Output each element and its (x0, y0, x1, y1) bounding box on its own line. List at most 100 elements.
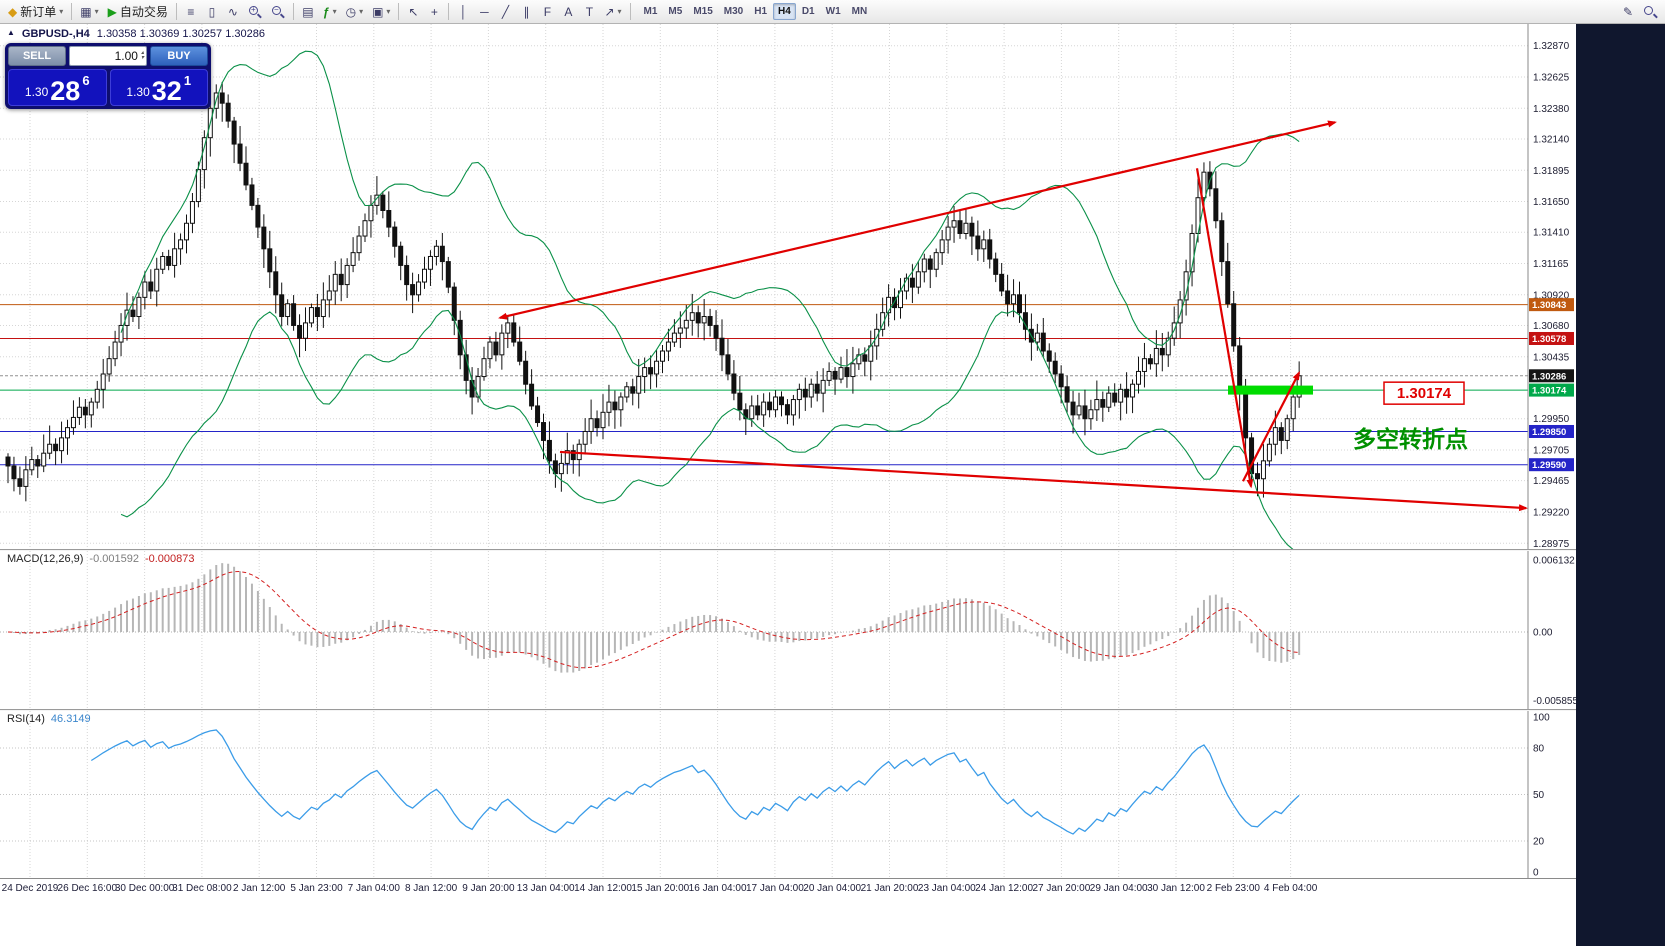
new-order-icon: ◆ (8, 4, 18, 19)
vertical-line-button[interactable]: │ (453, 2, 473, 22)
pane-divider[interactable] (0, 549, 1576, 551)
line-chart-icon: ∿ (227, 4, 238, 19)
time-label: 23 Jan 04:00 (917, 883, 976, 894)
timeframe-button-d1[interactable]: D1 (797, 3, 820, 20)
buy-button[interactable]: BUY (150, 46, 208, 66)
macd-histogram (12, 563, 1301, 673)
svg-text:1.30843: 1.30843 (1532, 300, 1566, 311)
volume-spinner[interactable]: ▴ ▾ (140, 50, 144, 61)
rsi-pane[interactable]: 100 80 50 20 0 RSI(14) 46.3149 (0, 711, 1576, 878)
arrows-tool-button[interactable]: ↗ ▾ (600, 2, 625, 22)
bar-chart-icon: ≡ (187, 4, 195, 19)
auto-trading-button[interactable]: ▶ 自动交易 (104, 2, 172, 22)
price-tag: 1.29590 (1529, 458, 1574, 472)
label-tool-button[interactable]: T (579, 2, 599, 22)
chevron-down-icon: ▾ (359, 7, 364, 16)
price-callout-label[interactable]: 1.30174 (1383, 381, 1465, 405)
line-chart-button[interactable]: ∿ (223, 2, 243, 22)
trend-arrows[interactable] (498, 120, 1528, 512)
chart-window: 1.30174 多空转折点 1.32870 1.32625 1.32380 1.32140… (0, 24, 1576, 946)
zoom-out-button[interactable]: − (267, 2, 289, 22)
svg-text:-0.005855: -0.005855 (1533, 696, 1576, 707)
timeframe-button-m1[interactable]: M1 (639, 3, 663, 20)
new-order-button[interactable]: ◆ 新订单 ▾ (4, 2, 67, 22)
price-tag: 1.30286 (1529, 369, 1574, 383)
rsi-axis[interactable]: 100 80 50 20 0 (1527, 711, 1550, 879)
toolbar-separator (175, 3, 177, 20)
rsi-canvas[interactable]: 100 80 50 20 0 (0, 711, 1576, 878)
svg-text:1.30174: 1.30174 (1397, 385, 1452, 402)
macd-signal-value: -0.000873 (144, 553, 195, 565)
time-label: 5 Jan 23:00 (290, 883, 343, 894)
rsi-line (90, 729, 1300, 835)
svg-text:1.29850: 1.29850 (1532, 427, 1566, 438)
grid (0, 551, 1528, 709)
charts-grid-button[interactable]: ▦ ▾ (76, 2, 102, 22)
spinner-down-icon[interactable]: ▾ (140, 55, 144, 61)
cursor-button[interactable]: ↖ (403, 2, 423, 22)
spinner-up-icon[interactable]: ▴ (140, 50, 144, 56)
svg-text:1.30435: 1.30435 (1533, 352, 1570, 363)
pencil-button[interactable]: ✎ (1618, 2, 1638, 22)
timeframe-button-h4[interactable]: H4 (773, 3, 796, 20)
volume-input[interactable]: 1.00 ▴ ▾ (69, 46, 147, 66)
timeframe-button-mn[interactable]: MN (847, 3, 873, 20)
turning-point-text[interactable]: 多空转折点 (1353, 426, 1468, 453)
timeframe-button-w1[interactable]: W1 (821, 3, 846, 20)
zoom-out-icon: − (271, 5, 285, 19)
time-label: 17 Jan 04:00 (745, 883, 804, 894)
svg-text:1.32380: 1.32380 (1533, 104, 1570, 115)
text-tool-button[interactable]: A (558, 2, 578, 22)
search-button[interactable] (1639, 2, 1661, 22)
indicators-button[interactable]: ƒ ▾ (319, 2, 341, 22)
price-tag: 1.30843 (1529, 298, 1574, 312)
crosshair-button[interactable]: + (424, 2, 444, 22)
candlestick-chart-button[interactable]: ▯ (202, 2, 222, 22)
timeframe-button-m30[interactable]: M30 (719, 3, 748, 20)
time-axis[interactable]: 24 Dec 2019 26 Dec 16:00 30 Dec 00:00 31 De… (0, 878, 1576, 902)
periods-button[interactable]: ◷ ▾ (342, 2, 368, 22)
svg-text:1.30578: 1.30578 (1532, 334, 1566, 345)
bar-chart-button[interactable]: ≡ (181, 2, 201, 22)
collapse-trade-panel-arrow[interactable]: ▲ (7, 28, 15, 37)
timeframe-button-m15[interactable]: M15 (688, 3, 717, 20)
templates-button[interactable]: ▣ ▾ (368, 2, 394, 22)
zoom-in-button[interactable]: + (244, 2, 266, 22)
buy-price-button[interactable]: 1.30 32 1 (109, 69, 208, 106)
sell-price-button[interactable]: 1.30 28 6 (8, 69, 107, 106)
pane-divider[interactable] (0, 709, 1576, 711)
main-toolbar: ◆ 新订单 ▾ ▦ ▾ ▶ 自动交易 ≡ ▯ ∿ + − ▤ ƒ ▾ ◷ ▾ ▣… (0, 0, 1665, 24)
svg-text:1.32625: 1.32625 (1533, 73, 1570, 84)
macd-signal-line (7, 571, 1300, 669)
svg-text:20: 20 (1533, 837, 1545, 848)
sell-button[interactable]: SELL (8, 46, 66, 66)
fibonacci-button[interactable]: F (537, 2, 557, 22)
time-label: 15 Jan 20:00 (631, 883, 690, 894)
svg-text:1.32140: 1.32140 (1533, 134, 1570, 145)
trendline-button[interactable]: ╱ (495, 2, 515, 22)
tile-windows-button[interactable]: ▤ (298, 2, 318, 22)
auto-trading-label: 自动交易 (119, 5, 168, 19)
macd-canvas[interactable]: 0.006132 0.00 -0.005855 (0, 551, 1576, 709)
timeframe-button-h1[interactable]: H1 (749, 3, 772, 20)
macd-axis[interactable]: 0.006132 0.00 -0.005855 (1527, 551, 1576, 709)
time-label: 24 Dec 2019 (1, 883, 59, 894)
label-tool-icon: T (585, 4, 594, 19)
main-chart-pane[interactable]: 1.30174 多空转折点 1.32870 1.32625 1.32380 1.32140… (0, 24, 1576, 549)
time-label: 8 Jan 12:00 (404, 883, 458, 894)
main-chart-canvas[interactable]: 1.30174 多空转折点 1.32870 1.32625 1.32380 1.32140… (0, 24, 1576, 549)
horizontal-line-button[interactable]: ─ (474, 2, 494, 22)
price-tag: 1.29850 (1529, 424, 1574, 438)
support-zone-highlight[interactable] (1228, 385, 1313, 395)
ask-price-point: 1 (183, 73, 192, 88)
timeframe-button-m5[interactable]: M5 (663, 3, 687, 20)
svg-text:1.29590: 1.29590 (1532, 460, 1566, 471)
channel-button[interactable]: ∥ (516, 2, 536, 22)
macd-pane[interactable]: 0.006132 0.00 -0.005855 MACD(12,26,9) -0.0… (0, 551, 1576, 709)
bid-price-pips: 28 (50, 75, 81, 106)
volume-value: 1.00 (114, 49, 138, 63)
cursor-icon: ↖ (408, 4, 419, 19)
svg-text:0: 0 (1533, 868, 1539, 879)
text-tool-icon: A (564, 4, 573, 19)
price-axis[interactable]: 1.32870 1.32625 1.32380 1.32140 1.31895 1.316… (1527, 24, 1570, 549)
